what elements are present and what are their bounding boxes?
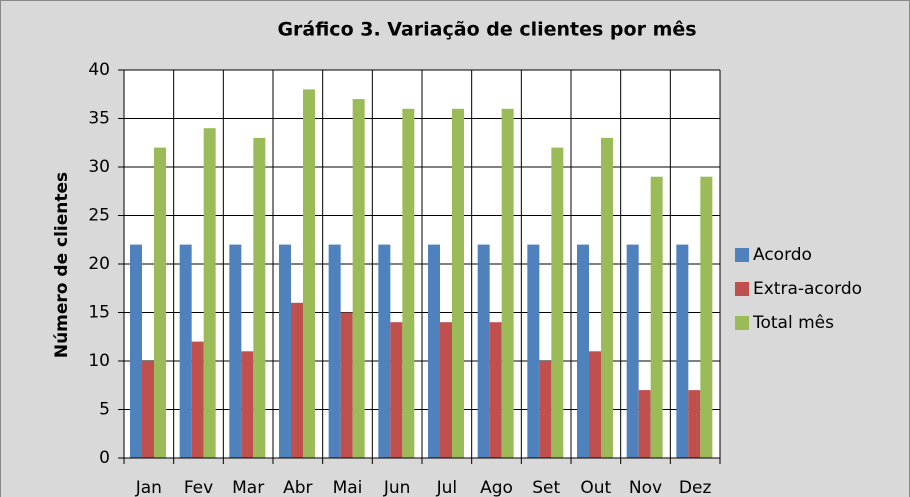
bar <box>527 244 540 458</box>
y-tick-label: 20 <box>88 254 110 274</box>
bar <box>501 108 514 459</box>
bar <box>589 351 601 458</box>
y-tick-label: 40 <box>88 60 110 80</box>
y-tick-label: 35 <box>88 109 110 129</box>
x-tick-label: Ago <box>480 478 513 497</box>
bar <box>291 302 303 458</box>
bar <box>489 322 502 458</box>
bar <box>378 244 391 458</box>
bar <box>130 244 142 458</box>
x-tick-label: Dez <box>679 478 712 497</box>
bar <box>402 108 415 459</box>
y-tick-label: 25 <box>88 206 110 226</box>
bar <box>340 312 353 458</box>
bar <box>179 244 192 458</box>
x-tick-label: Mai <box>333 478 363 497</box>
chart-title: Gráfico 3. Variação de clientes por mês <box>277 19 696 41</box>
x-tick-label: Set <box>532 478 560 497</box>
bar <box>452 108 464 459</box>
bar <box>253 137 266 458</box>
bar <box>551 147 564 458</box>
x-tick-label: Jan <box>135 478 162 497</box>
bar <box>650 176 663 458</box>
bar <box>303 89 315 459</box>
x-tick-label: Jul <box>436 478 458 497</box>
legend-swatch <box>735 282 749 296</box>
x-tick-label: Mar <box>232 478 264 497</box>
bar <box>577 244 589 458</box>
x-tick-label: Abr <box>283 478 312 497</box>
legend-label: Acordo <box>753 245 812 265</box>
bar <box>241 351 254 458</box>
bar <box>154 147 166 458</box>
bar <box>539 361 552 458</box>
bar <box>203 128 216 458</box>
x-tick-label: Jun <box>383 478 411 497</box>
legend-swatch <box>735 316 749 330</box>
legend-swatch <box>735 248 749 262</box>
bar <box>352 99 365 458</box>
y-axis-label: Número de clientes <box>52 172 72 358</box>
bar <box>676 244 689 458</box>
bar <box>191 341 204 458</box>
y-tick-label: 30 <box>88 157 110 177</box>
bar <box>390 322 403 458</box>
x-tick-label: Fev <box>184 478 213 497</box>
bar <box>477 244 490 458</box>
bar <box>700 176 713 458</box>
legend-label: Extra-acordo <box>753 279 862 299</box>
bar <box>328 244 341 458</box>
y-tick-label: 0 <box>99 448 110 468</box>
bar <box>638 390 651 458</box>
bar <box>279 244 291 458</box>
bar <box>601 137 613 458</box>
x-tick-label: Nov <box>629 478 662 497</box>
y-tick-label: 5 <box>99 400 110 420</box>
bar <box>428 244 440 458</box>
legend-label: Total mês <box>752 313 834 333</box>
bar <box>688 390 701 458</box>
y-tick-label: 15 <box>88 303 110 323</box>
x-tick-label: Out <box>580 478 611 497</box>
bar <box>626 244 639 458</box>
bar <box>440 322 452 458</box>
y-tick-label: 10 <box>88 351 110 371</box>
bar <box>229 244 242 458</box>
bar <box>142 361 154 458</box>
